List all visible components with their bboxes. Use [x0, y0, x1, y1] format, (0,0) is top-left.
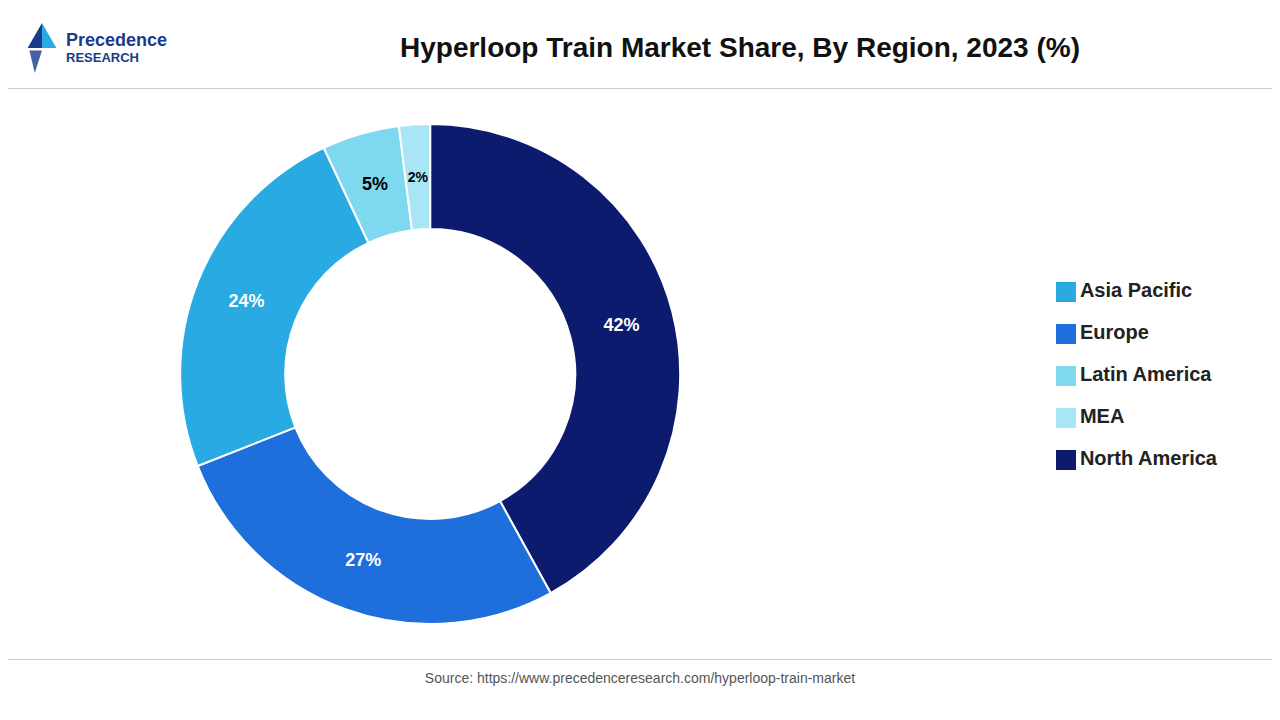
html-text:MEA: MEA: [1079, 405, 1125, 427]
svg-text:5%: 5%: [362, 174, 388, 194]
svg-text:24%: 24%: [229, 291, 265, 311]
html-text:Precedence: Precedence: [66, 30, 168, 50]
html-text:Latin America: Latin America: [1079, 363, 1212, 385]
html-text:Asia Pacific: Asia Pacific: [1079, 279, 1193, 301]
html-text:RESEARCH: RESEARCH: [66, 49, 139, 65]
html-text:Hyperloop Train Market Share,: Hyperloop Train Market Share, By Region,…: [400, 32, 1080, 63]
svg-text:27%: 27%: [345, 550, 381, 570]
html-text:Europe: Europe: [1079, 321, 1149, 343]
svg-text:42%: 42%: [603, 315, 639, 335]
html-text:North America: North America: [1079, 447, 1217, 469]
html-text:Source: https://www.precedence: Source: https://www.precedenceresearch.c…: [424, 670, 856, 686]
svg-text:2%: 2%: [408, 169, 429, 185]
